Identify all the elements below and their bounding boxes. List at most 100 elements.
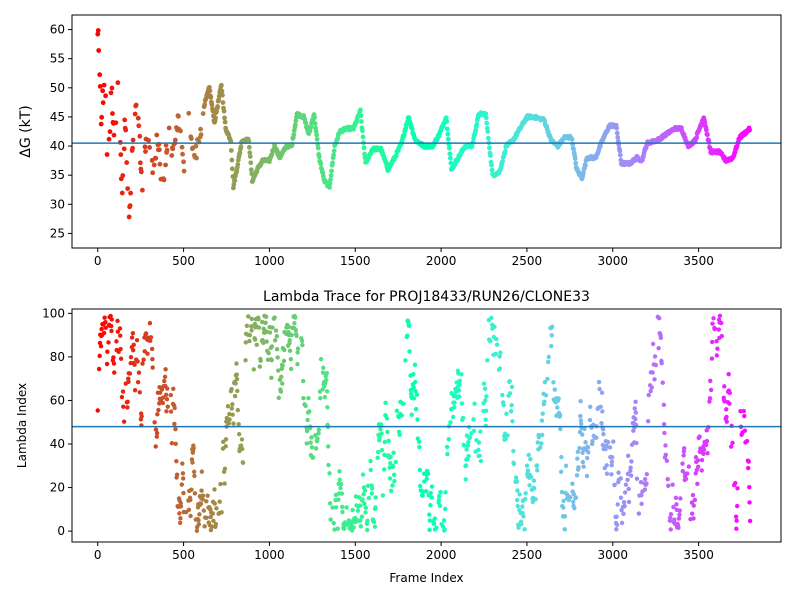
lambda-point <box>301 395 306 401</box>
lambda-point <box>429 495 434 500</box>
lambda-point <box>708 378 713 384</box>
lambda-point <box>358 524 364 529</box>
delta-g-point <box>156 147 162 153</box>
lambda-point <box>632 406 637 411</box>
delta-g-point <box>220 100 226 105</box>
x-tick-label: 500 <box>172 548 195 562</box>
lambda-point <box>618 495 624 500</box>
lambda-point <box>659 361 664 366</box>
delta-g-point <box>202 102 208 108</box>
lambda-point <box>420 493 425 498</box>
lambda-point <box>335 526 341 531</box>
delta-g-point <box>198 126 203 132</box>
lambda-point <box>309 445 315 450</box>
lambda-point <box>697 434 702 439</box>
delta-g-point <box>315 145 321 151</box>
lambda-point <box>299 338 305 344</box>
lambda-point <box>393 459 398 465</box>
delta-g-point <box>444 126 450 132</box>
lambda-point <box>618 476 623 481</box>
delta-g-point <box>615 135 621 140</box>
lambda-point <box>442 527 447 532</box>
lambda-point <box>735 486 740 491</box>
lambda-point <box>111 361 117 366</box>
delta-g-point <box>318 161 324 167</box>
lambda-point <box>559 489 565 495</box>
lambda-point <box>188 513 193 519</box>
delta-g-point <box>139 187 145 193</box>
lambda-point <box>476 447 481 453</box>
lambda-point <box>365 527 370 533</box>
delta-g-x-ticks: 0 500 1000 1500 2000 2500 3000 3500 <box>94 248 714 268</box>
lambda-point <box>368 458 373 464</box>
delta-g-point <box>99 114 105 120</box>
delta-g-point <box>101 82 107 88</box>
lambda-point <box>625 453 631 459</box>
delta-g-point <box>120 173 126 178</box>
lambda-point <box>308 440 313 445</box>
delta-g-point <box>246 144 252 150</box>
lambda-point <box>280 381 285 386</box>
lambda-point <box>355 508 361 513</box>
lambda-point <box>625 471 631 477</box>
lambda-point <box>236 421 241 427</box>
lambda-point <box>509 384 515 390</box>
lambda-point <box>733 480 738 486</box>
delta-g-point <box>106 136 112 142</box>
lambda-point <box>324 377 329 383</box>
lambda-point <box>97 353 102 359</box>
lambda-point <box>626 486 631 492</box>
lambda-point <box>293 327 298 333</box>
lambda-point <box>340 504 345 510</box>
delta-g-point <box>362 151 367 157</box>
delta-g-point <box>207 88 213 94</box>
lambda-point <box>357 495 362 500</box>
lambda-point <box>322 395 328 400</box>
delta-g-point <box>97 83 103 89</box>
lambda-point <box>719 320 724 326</box>
lambda-point <box>369 486 375 491</box>
lambda-point <box>599 390 605 395</box>
lambda-point <box>710 321 715 326</box>
lambda-point <box>522 527 527 532</box>
lambda-point <box>483 398 488 403</box>
delta-g-point <box>447 151 453 157</box>
delta-g-point <box>170 146 176 152</box>
lambda-point <box>294 333 299 339</box>
lambda-point <box>695 481 700 487</box>
lambda-point <box>676 525 681 531</box>
lambda-point <box>639 501 644 507</box>
lambda-point <box>244 323 250 328</box>
lambda-point <box>504 411 509 416</box>
lambda-point <box>189 487 194 492</box>
lambda-point <box>724 414 729 420</box>
delta-g-point <box>406 115 412 121</box>
lambda-point <box>155 412 160 417</box>
lambda-point <box>575 456 580 461</box>
lambda-point <box>604 471 610 476</box>
lambda-point <box>235 388 240 394</box>
lambda-point <box>293 315 298 320</box>
lambda-point <box>734 518 739 523</box>
x-tick-label: 2000 <box>426 548 457 562</box>
lambda-point <box>132 362 137 367</box>
lambda-point <box>497 354 502 359</box>
lambda-point <box>153 427 159 432</box>
lambda-point <box>676 516 682 521</box>
lambda-point <box>102 315 107 320</box>
lambda-point <box>173 427 178 432</box>
lambda-point <box>219 510 224 515</box>
delta-g-point <box>98 121 104 127</box>
lambda-point <box>622 490 628 495</box>
y-tick-label: 30 <box>50 197 65 211</box>
lambda-point <box>693 455 699 460</box>
delta-g-point <box>571 146 577 152</box>
lambda-point <box>513 475 519 480</box>
lambda-point <box>428 502 433 508</box>
lambda-point <box>511 448 516 454</box>
lambda-point <box>103 325 108 330</box>
delta-g-point <box>130 145 135 151</box>
lambda-point <box>162 374 168 380</box>
lambda-point <box>596 379 602 385</box>
lambda-point <box>464 447 469 452</box>
